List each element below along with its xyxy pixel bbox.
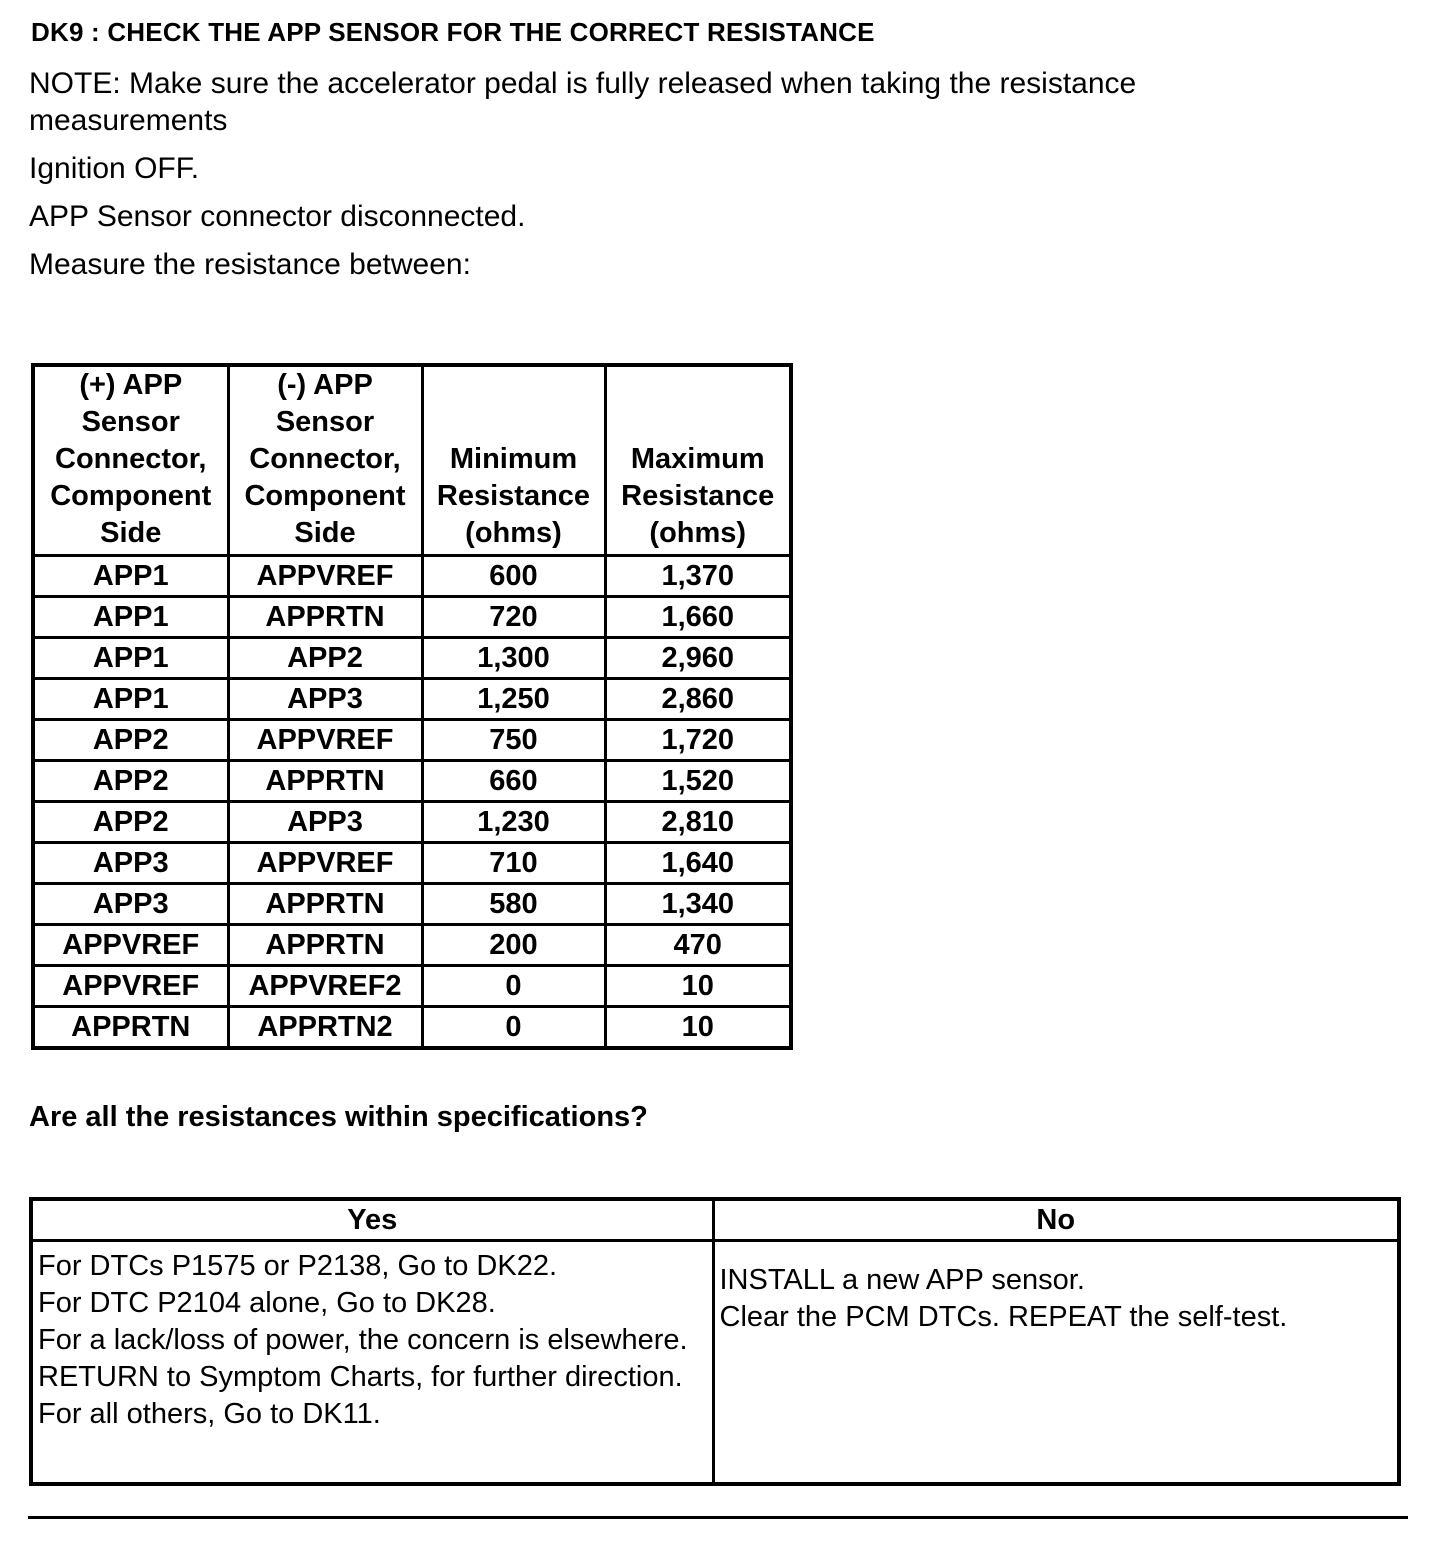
table-row: APP1 APP2 1,300 2,960 [31,636,793,680]
table-cell: 0 [420,964,607,1008]
table-row: APPVREF APPRTN 200 470 [31,923,793,967]
table-cell: 0 [420,1005,607,1050]
table-cell: APP2 [31,800,230,844]
table-cell: 580 [420,882,607,926]
table-cell: APP1 [31,554,230,598]
table-row: APPRTN APPRTN2 0 10 [31,1005,793,1050]
table-cell: 600 [420,554,607,598]
table-cell: APP3 [226,677,424,721]
table-header-row: (+) APP Sensor Connector, Component Side… [31,363,793,557]
table-row: APP1 APPVREF 600 1,370 [31,554,793,598]
table-cell: 1,340 [603,882,793,926]
yes-line: For DTCs P1575 or P2138, Go to DK22. [38,1250,558,1282]
table-cell: 750 [420,718,607,762]
table-cell: 10 [603,1005,793,1050]
yes-line: For a lack/loss of power, the concern is… [38,1324,688,1393]
table-cell: 1,250 [420,677,607,721]
column-header: (+) APP Sensor Connector, Component Side [31,363,230,557]
table-cell: APPRTN [226,923,424,967]
table-cell: APP1 [31,636,230,680]
no-line: INSTALL a new APP sensor. [719,1264,1085,1296]
table-cell: 720 [420,595,607,639]
table-row: APP1 APPRTN 720 1,660 [31,595,793,639]
yes-line: For all others, Go to DK11. [38,1398,381,1430]
table-cell: 470 [603,923,793,967]
table-row: APP2 APPVREF 750 1,720 [31,718,793,762]
question-text: Are all the resistances within specifica… [29,1101,648,1133]
instruction-ignition: Ignition OFF. [29,152,200,185]
table-cell: APPRTN [226,759,424,803]
table-cell: APPRTN [31,1005,230,1050]
table-cell: 1,720 [603,718,793,762]
table-cell: 200 [420,923,607,967]
table-cell: 1,660 [603,595,793,639]
table-cell: 2,960 [603,636,793,680]
table-cell: APPRTN2 [226,1005,424,1050]
table-cell: APPVREF2 [226,964,424,1008]
table-cell: APP3 [226,800,424,844]
bottom-divider [28,1516,1408,1519]
table-row: APP3 APPVREF 710 1,640 [31,841,793,885]
table-cell: 1,640 [603,841,793,885]
table-cell: 1,300 [420,636,607,680]
result-table: Yes No For DTCs P1575 or P2138, Go to DK… [29,1197,1401,1486]
table-cell: 710 [420,841,607,885]
table-cell: APPVREF [31,923,230,967]
column-header: (-) APP Sensor Connector, Component Side [226,363,424,557]
column-header: Maximum Resistance (ohms) [603,363,793,557]
table-row: APP2 APPRTN 660 1,520 [31,759,793,803]
table-cell: APP2 [226,636,424,680]
table-row: APP1 APP3 1,250 2,860 [31,677,793,721]
table-cell: APP2 [31,759,230,803]
table-cell: 1,520 [603,759,793,803]
no-header: No [711,1197,1401,1242]
table-row: APPVREF APPVREF2 0 10 [31,964,793,1008]
table-cell: APP1 [31,595,230,639]
table-cell: APPVREF [226,554,424,598]
table-cell: APPVREF [226,841,424,885]
table-cell: APPRTN [226,882,424,926]
table-cell: 2,810 [603,800,793,844]
page-title: DK9 : CHECK THE APP SENSOR FOR THE CORRE… [31,17,875,47]
table-cell: 1,370 [603,554,793,598]
table-cell: APP1 [31,677,230,721]
yes-line: For DTC P2104 alone, Go to DK28. [38,1287,496,1319]
no-actions: INSTALL a new APP sensor. Clear the PCM … [711,1239,1401,1486]
yes-header: Yes [29,1197,715,1242]
table-cell: 660 [420,759,607,803]
table-cell: APPVREF [31,964,230,1008]
table-cell: APPVREF [226,718,424,762]
resistance-spec-table: (+) APP Sensor Connector, Component Side… [31,363,793,1050]
table-cell: APP2 [31,718,230,762]
table-cell: APP3 [31,841,230,885]
note-text: NOTE: Make sure the accelerator pedal is… [29,67,1137,137]
table-row: APP3 APPRTN 580 1,340 [31,882,793,926]
no-line: Clear the PCM DTCs. REPEAT the self-test… [719,1301,1288,1333]
column-header: Minimum Resistance (ohms) [420,363,607,557]
table-cell: 10 [603,964,793,1008]
table-cell: APPRTN [226,595,424,639]
table-cell: APP3 [31,882,230,926]
table-cell: 2,860 [603,677,793,721]
instruction-measure: Measure the resistance between: [29,248,471,281]
yes-actions: For DTCs P1575 or P2138, Go to DK22. For… [29,1239,715,1486]
instruction-connector: APP Sensor connector disconnected. [29,200,526,233]
table-cell: 1,230 [420,800,607,844]
table-row: APP2 APP3 1,230 2,810 [31,800,793,844]
